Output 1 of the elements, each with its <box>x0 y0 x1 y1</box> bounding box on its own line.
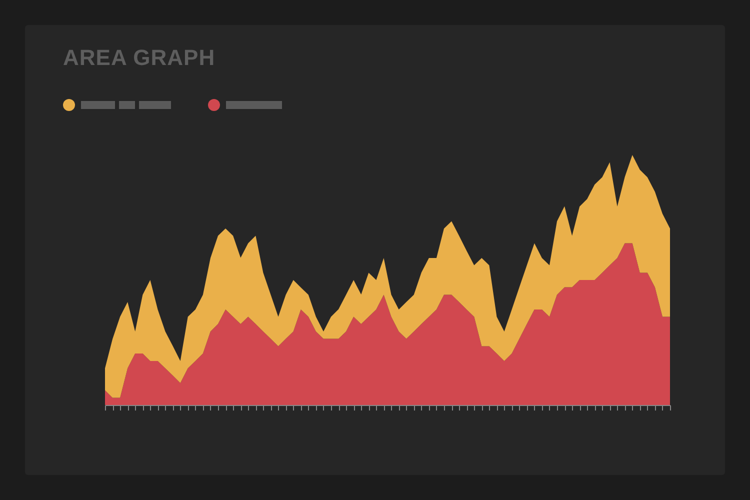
chart-title: AREA GRAPH <box>63 45 216 71</box>
